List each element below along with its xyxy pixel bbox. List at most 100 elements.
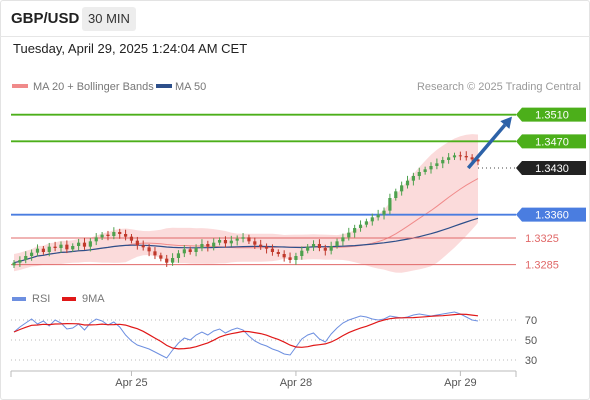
candle-body — [441, 160, 445, 164]
rsi-line — [13, 311, 479, 359]
candle-body — [112, 232, 116, 236]
candle-body — [259, 244, 263, 247]
candle-body — [264, 246, 269, 249]
candle-body — [159, 255, 163, 259]
candle-body — [129, 236, 134, 241]
level-label-support-minor: 1.3325 — [525, 233, 559, 245]
candle-body — [165, 258, 169, 263]
ma50-legend-label: MA 50 — [175, 81, 206, 93]
candle-body — [447, 157, 451, 160]
last-price-label: 1.3430 — [535, 163, 569, 175]
candle-body — [464, 156, 468, 158]
candle-body — [329, 246, 333, 251]
level-label-resistance: 1.3510 — [535, 110, 569, 122]
candle-body — [253, 241, 257, 245]
candle-body — [88, 241, 92, 247]
candle-body — [470, 157, 474, 160]
candle-body — [282, 254, 286, 258]
rsi-tick-label: 70 — [525, 315, 537, 327]
candle-body — [476, 159, 480, 162]
rsi-ma-legend-swatch — [62, 297, 76, 301]
candle-body — [59, 244, 63, 248]
x-tick-label: Apr 28 — [280, 377, 312, 389]
candle-body — [411, 176, 415, 181]
candle-body — [194, 248, 198, 252]
candle-body — [141, 245, 145, 248]
rsi-legend-swatch — [12, 297, 26, 301]
candle-body — [311, 244, 316, 247]
candle-body — [435, 163, 439, 166]
ma50-line — [13, 217, 479, 264]
candle-body — [423, 169, 427, 172]
x-tick-label: Apr 29 — [444, 377, 476, 389]
candle-body — [452, 155, 457, 158]
candle-body — [317, 244, 322, 248]
candle-body — [417, 172, 421, 176]
chart-header: GBP/USD 30 MIN — [0, 0, 590, 36]
candle-body — [335, 241, 339, 246]
candle-body — [53, 246, 57, 248]
candle-body — [376, 214, 380, 218]
candle-body — [405, 180, 410, 186]
bollinger-legend-label: MA 20 + Bollinger Bands — [33, 81, 154, 93]
candle-body — [35, 248, 40, 253]
candle-body — [217, 240, 222, 243]
candle-body — [382, 210, 386, 215]
chart-datetime: Tuesday, April 29, 2025 1:24:04 AM CET — [13, 41, 248, 56]
candle-body — [94, 237, 98, 242]
credit-text: Research © 2025 Trading Central — [417, 81, 581, 93]
candle-body — [370, 217, 374, 222]
candle-body — [229, 240, 233, 244]
candle-body — [300, 250, 304, 256]
candle-body — [364, 221, 369, 225]
candle-body — [18, 260, 22, 263]
candle-body — [176, 253, 181, 258]
rsi-legend-label: RSI — [32, 293, 50, 305]
candle-body — [223, 240, 228, 244]
candle-body — [200, 244, 204, 248]
forecast-arrow-shaft — [466, 123, 507, 170]
candle-body — [135, 240, 139, 246]
level-tag-support — [516, 207, 586, 222]
header-divider — [0, 36, 590, 37]
level-tag-resistance — [516, 134, 586, 149]
candle-body — [47, 246, 51, 252]
forecast-arrow-head — [500, 116, 512, 129]
candle-body — [294, 256, 298, 260]
candle-body — [82, 242, 87, 247]
candle-body — [323, 248, 327, 251]
level-label-support: 1.3360 — [535, 210, 569, 222]
candle-body — [306, 246, 310, 251]
last-price-tag — [516, 161, 586, 175]
rsi-tick-label: 30 — [525, 355, 537, 367]
bollinger-legend-swatch — [12, 84, 28, 88]
candle-body — [358, 224, 363, 228]
level-tag-resistance — [516, 107, 586, 122]
candle-body — [71, 246, 75, 250]
candle-body — [276, 252, 280, 254]
timeframe-button[interactable]: 30 MIN — [82, 7, 136, 31]
candle-body — [24, 256, 28, 260]
candle-body — [347, 232, 351, 238]
candle-body — [270, 248, 275, 252]
candle-body — [65, 244, 69, 250]
candle-body — [12, 262, 16, 266]
candle-body — [235, 238, 239, 241]
candle-body — [30, 252, 34, 256]
candle-body — [429, 166, 433, 170]
candle-body — [123, 234, 128, 237]
instrument-title: GBP/USD — [11, 10, 80, 27]
candle-body — [41, 248, 45, 252]
candle-body — [182, 249, 186, 254]
candle-body — [388, 198, 392, 211]
candle-body — [77, 242, 81, 246]
candle-body — [458, 155, 462, 157]
candle-body — [212, 242, 216, 247]
candle-body — [147, 247, 151, 252]
candle-body — [400, 185, 404, 192]
level-label-resistance: 1.3470 — [535, 136, 569, 148]
candle-body — [341, 237, 345, 242]
bollinger-band-area — [14, 134, 478, 273]
candle-body — [106, 234, 110, 236]
